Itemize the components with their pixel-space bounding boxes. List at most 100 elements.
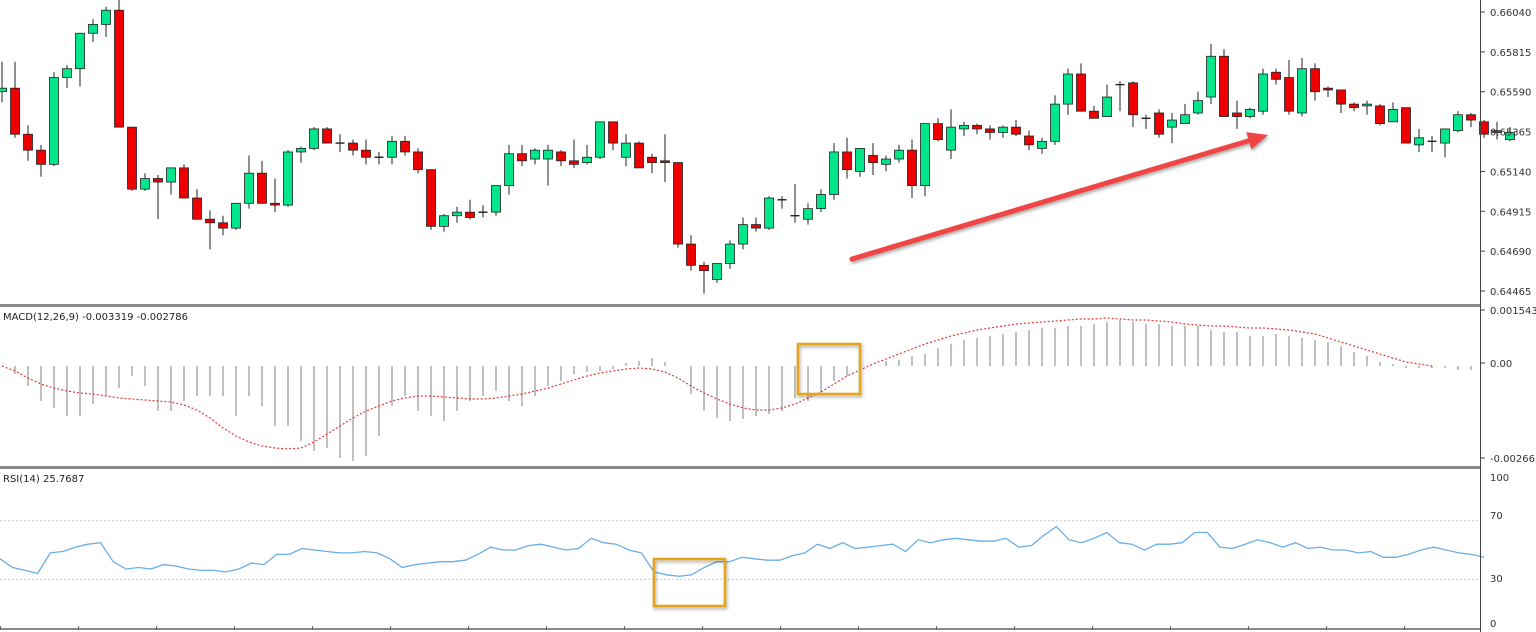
candle <box>881 155 891 172</box>
candle <box>452 206 462 223</box>
candle <box>1336 89 1346 113</box>
candle <box>283 150 293 207</box>
candle <box>647 153 657 174</box>
candle <box>764 196 774 230</box>
candle <box>1102 84 1112 117</box>
candle <box>1297 58 1307 117</box>
candle <box>166 167 176 195</box>
candle <box>855 147 865 177</box>
candle <box>1427 136 1437 152</box>
candle <box>1115 81 1125 112</box>
macd-tick-label: 0.00 <box>1490 359 1512 370</box>
candle <box>816 189 826 213</box>
candle <box>1479 120 1489 138</box>
candle <box>582 144 592 165</box>
price-tick-label: 0.66040 <box>1490 8 1531 19</box>
rsi-tick-label: 70 <box>1490 511 1503 522</box>
rsi-axis-labels: 100 70 30 0 <box>1490 473 1509 630</box>
candle <box>1050 95 1060 145</box>
candle <box>244 155 254 209</box>
time-axis[interactable] <box>0 626 1480 630</box>
candle <box>335 134 345 152</box>
price-axis-labels: 0.66040 0.65815 0.65590 0.65365 0.65140 0.649… <box>1480 8 1531 298</box>
candlestick-series <box>0 0 1515 294</box>
candle <box>1141 114 1151 129</box>
candle <box>465 199 475 220</box>
macd-axis-labels: 0.001543 0.00 -0.00266 <box>1480 306 1536 465</box>
candle <box>309 127 319 151</box>
candle <box>1349 102 1359 112</box>
candle <box>1505 127 1515 142</box>
rsi-highlight-box <box>652 557 727 608</box>
candle <box>1271 68 1281 85</box>
pane-separator-macd[interactable] <box>0 304 1480 307</box>
candle <box>608 121 618 151</box>
candle <box>621 134 631 167</box>
candle <box>1492 121 1502 140</box>
candle <box>179 164 189 199</box>
macd-signal-line <box>1 317 1433 450</box>
candle <box>426 169 436 230</box>
candle <box>192 189 202 220</box>
candle <box>62 65 72 89</box>
candle <box>439 213 449 232</box>
time-axis-ticks <box>0 626 1405 630</box>
candle <box>556 150 566 167</box>
candle <box>400 136 410 156</box>
candle <box>530 148 540 165</box>
candle <box>868 143 878 175</box>
candle <box>1310 63 1320 101</box>
macd-histogram <box>14 320 1472 461</box>
rsi-tick-label: 30 <box>1490 574 1503 585</box>
candle <box>231 202 241 230</box>
candle <box>1154 109 1164 138</box>
candle <box>1089 105 1099 119</box>
candle <box>998 125 1008 138</box>
candle <box>829 143 839 200</box>
candle <box>413 148 423 174</box>
macd-pane[interactable]: MACD(12,26,9) -0.003319 -0.002786 <box>1 312 1472 461</box>
candle <box>1232 100 1242 129</box>
candle <box>218 215 228 236</box>
price-tick-label: 0.65590 <box>1490 88 1531 99</box>
candle <box>127 126 137 191</box>
candle <box>140 173 150 191</box>
candle <box>36 144 46 177</box>
macd-highlight-box <box>796 342 862 396</box>
candle <box>569 139 579 168</box>
price-tick-label: 0.64465 <box>1490 287 1531 298</box>
candle <box>1414 128 1424 152</box>
price-pane[interactable] <box>0 0 1515 294</box>
macd-title: MACD(12,26,9) -0.003319 -0.002786 <box>3 312 188 323</box>
candle <box>504 144 514 195</box>
rsi-line <box>0 525 1485 577</box>
candle <box>1063 68 1073 115</box>
candle <box>374 151 384 165</box>
candle <box>959 121 969 136</box>
rsi-title: RSI(14) 25.7687 <box>3 474 84 485</box>
candle <box>49 72 59 167</box>
candle <box>1362 100 1372 115</box>
candle <box>1401 107 1411 144</box>
candle <box>985 125 995 140</box>
trend-arrow-annotation <box>849 132 1268 262</box>
candle <box>686 235 696 271</box>
candle <box>1193 91 1203 115</box>
pane-separator-rsi[interactable] <box>0 466 1480 469</box>
price-tick-label: 0.65365 <box>1490 128 1531 139</box>
candle <box>907 139 917 198</box>
candle <box>296 146 306 163</box>
candle <box>738 217 748 250</box>
rsi-pane[interactable]: RSI(14) 25.7687 <box>0 474 1485 608</box>
candle <box>1167 112 1177 144</box>
candle <box>478 205 488 218</box>
candle <box>101 6 111 37</box>
candle <box>270 178 280 213</box>
candle <box>1258 68 1268 115</box>
price-axis[interactable]: 0.66040 0.65815 0.65590 0.65365 0.65140 0.649… <box>1480 0 1536 632</box>
candle <box>1245 107 1255 119</box>
candle <box>1206 43 1216 105</box>
candle <box>348 139 358 156</box>
candle <box>1284 59 1294 115</box>
